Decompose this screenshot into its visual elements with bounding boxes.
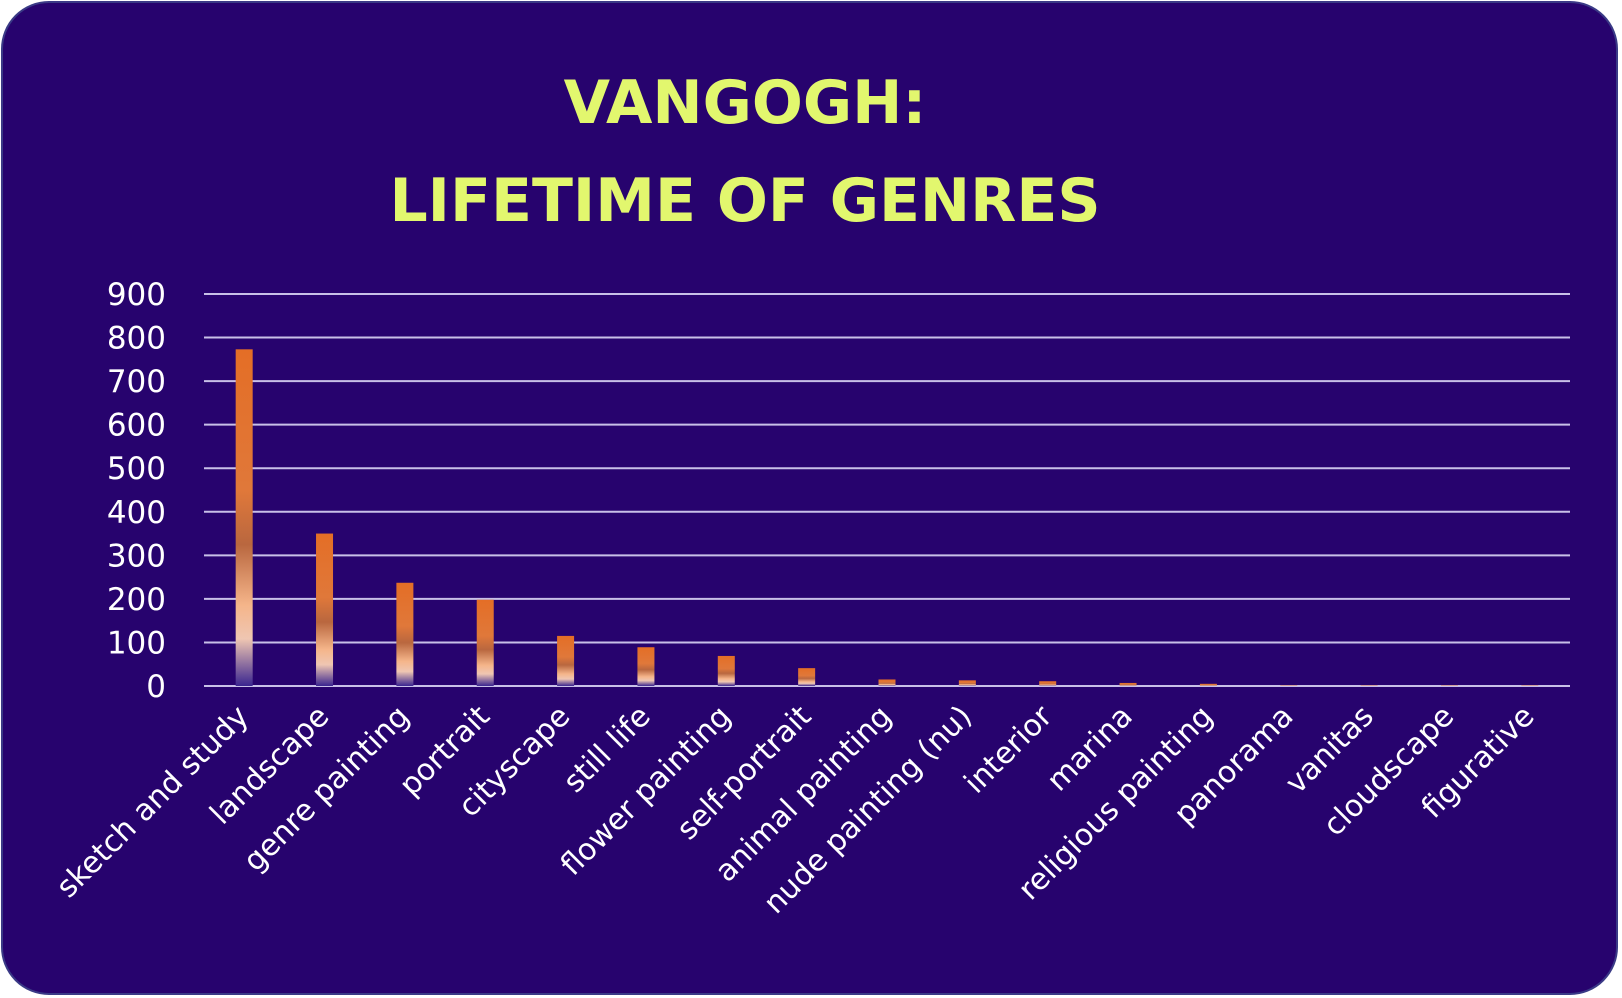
y-tick-label: 300 <box>107 538 166 574</box>
y-tick-label: 0 <box>146 669 166 705</box>
bar <box>557 635 575 686</box>
bar <box>316 533 334 686</box>
chart-title-line-2: LIFETIME OF GENRES <box>389 166 1101 236</box>
gridlines <box>204 293 1570 687</box>
y-tick-label: 400 <box>107 495 166 531</box>
x-category-label: interior <box>958 698 1060 800</box>
chart-title: VANGOGH: LIFETIME OF GENRES <box>0 54 1490 250</box>
bar <box>717 655 735 686</box>
bar <box>1199 683 1217 686</box>
y-tick-label: 700 <box>107 364 166 400</box>
y-tick-label: 500 <box>107 451 166 487</box>
bar <box>1119 682 1137 686</box>
bar <box>958 680 976 686</box>
bar <box>476 599 494 686</box>
bar <box>637 647 655 686</box>
y-tick-label: 900 <box>107 277 166 313</box>
bars <box>235 349 1539 686</box>
bar <box>1039 681 1057 686</box>
bar <box>396 582 414 686</box>
y-tick-label: 800 <box>107 321 166 357</box>
y-axis-tick-labels: 0 100 200 300 400 500 600 700 800 900 <box>107 277 166 705</box>
y-tick-label: 200 <box>107 582 166 618</box>
bar <box>798 668 816 686</box>
y-tick-label: 600 <box>107 408 166 444</box>
chart-title-line-1: VANGOGH: <box>563 68 927 138</box>
bar <box>878 679 896 686</box>
y-tick-label: 100 <box>107 625 166 661</box>
bar <box>235 349 253 686</box>
